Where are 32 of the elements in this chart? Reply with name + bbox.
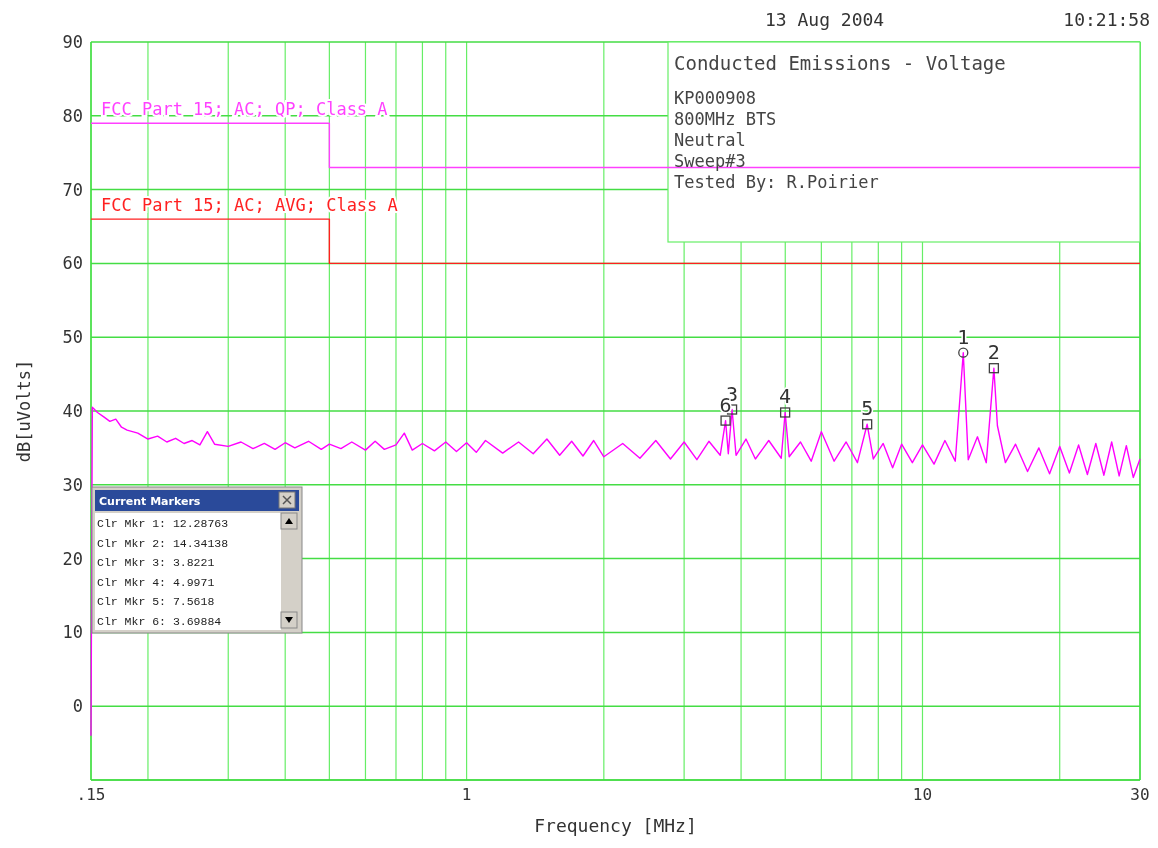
- text: 13 Aug 2004: [765, 9, 885, 30]
- annotation: 2: [987, 340, 1000, 365]
- annotation: Clr Mkr 6: 3.69884: [97, 614, 222, 628]
- y-tick-label: 20: [62, 548, 83, 569]
- annotation: 800MHz BTS: [674, 109, 777, 129]
- annotation: Clr Mkr 4: 4.9971: [97, 575, 215, 589]
- y-tick-label: 80: [62, 105, 83, 126]
- annotation: Clr Mkr 5: 7.5618: [97, 595, 215, 608]
- y-tick-label: 40: [62, 401, 83, 421]
- y-tick-label: 60: [62, 253, 83, 274]
- annotation: Clr Mkr 1: 12.28763: [97, 517, 229, 530]
- y-tick-label: 50: [62, 327, 83, 348]
- x-tick-label: 10: [912, 785, 933, 804]
- x-tick-label: .15: [76, 785, 106, 804]
- annotation: Tested By: R.Poirier: [674, 172, 879, 192]
- annotation: KP000908: [674, 88, 756, 108]
- y-tick-label: 90: [62, 32, 83, 52]
- text: Conducted Emissions - Voltage: [674, 52, 1006, 74]
- y-tick-label: 0: [72, 696, 83, 717]
- x-axis-title: Frequency [MHz]: [534, 815, 697, 836]
- annotation: Neutral: [674, 130, 746, 150]
- y-tick-label: 10: [62, 622, 83, 643]
- annotation: Sweep#3: [674, 151, 746, 171]
- x-tick-label: 1: [461, 785, 472, 804]
- y-tick-label: 30: [62, 474, 83, 495]
- y-axis-title: dB[uVolts]: [14, 359, 34, 463]
- annotation: Current Markers: [99, 495, 201, 508]
- annotation: Clr Mkr 3: 3.8221: [97, 556, 215, 569]
- annotation: Clr Mkr 2: 14.34138: [97, 536, 229, 550]
- y-tick-label: 70: [62, 179, 83, 200]
- x-tick-label: 30: [1130, 785, 1150, 804]
- text: 10:21:58: [1063, 9, 1150, 30]
